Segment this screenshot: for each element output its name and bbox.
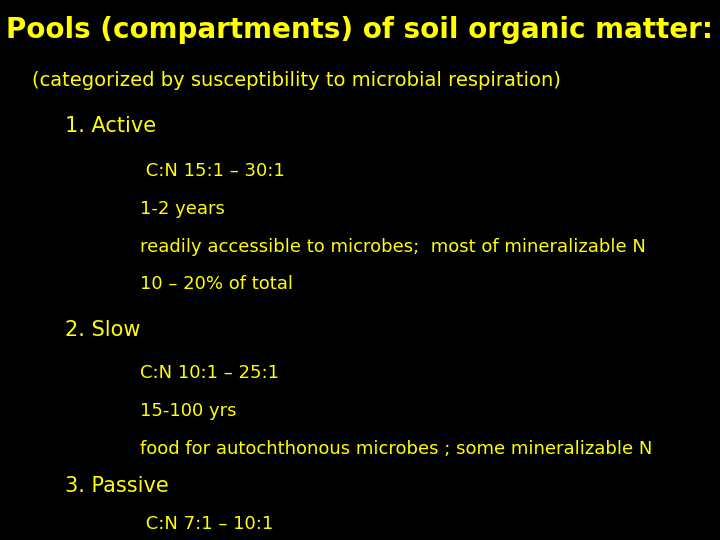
Text: Pools (compartments) of soil organic matter:: Pools (compartments) of soil organic mat… bbox=[6, 16, 713, 44]
Text: 2. Slow: 2. Slow bbox=[65, 320, 140, 340]
Text: 1. Active: 1. Active bbox=[65, 116, 156, 136]
Text: 3. Passive: 3. Passive bbox=[65, 476, 168, 496]
Text: 15-100 yrs: 15-100 yrs bbox=[140, 402, 237, 420]
Text: readily accessible to microbes;  most of mineralizable N: readily accessible to microbes; most of … bbox=[140, 238, 647, 255]
Text: C:N 15:1 – 30:1: C:N 15:1 – 30:1 bbox=[140, 162, 285, 180]
Text: food for autochthonous microbes ; some mineralizable N: food for autochthonous microbes ; some m… bbox=[140, 440, 653, 458]
Text: (categorized by susceptibility to microbial respiration): (categorized by susceptibility to microb… bbox=[32, 71, 562, 90]
Text: C:N 10:1 – 25:1: C:N 10:1 – 25:1 bbox=[140, 364, 279, 382]
Text: 1-2 years: 1-2 years bbox=[140, 200, 225, 218]
Text: 10 – 20% of total: 10 – 20% of total bbox=[140, 275, 294, 293]
Text: C:N 7:1 – 10:1: C:N 7:1 – 10:1 bbox=[140, 515, 274, 533]
